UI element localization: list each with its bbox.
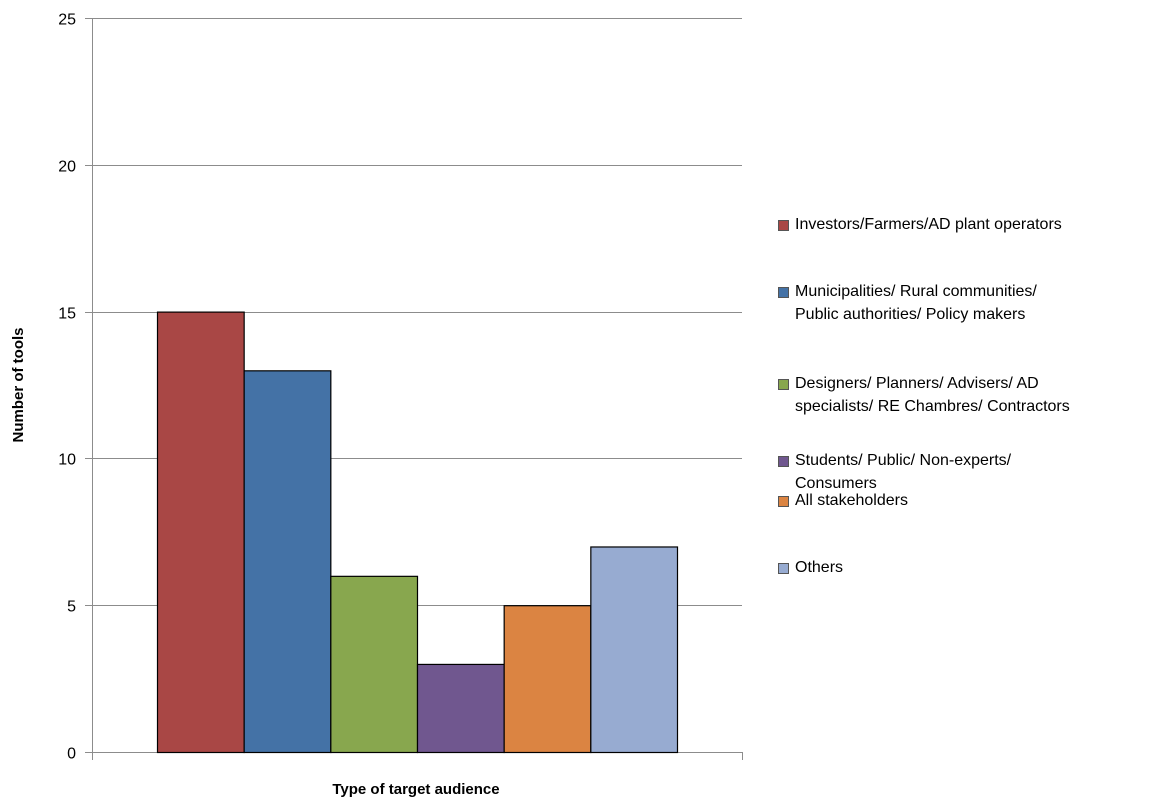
legend-label: Others: [795, 556, 1150, 579]
legend-swatch: [778, 379, 789, 390]
y-tick-label: 25: [58, 12, 76, 29]
legend-label: Municipalities/ Rural communities/Public…: [795, 280, 1150, 326]
y-tick-label: 10: [58, 452, 76, 469]
legend-swatch: [778, 456, 789, 467]
legend-label: All stakeholders: [795, 489, 1150, 512]
bar-2: [243, 370, 332, 754]
legend-label: Investors/Farmers/AD plant operators: [795, 213, 1150, 236]
legend-label: Students/ Public/ Non-experts/Consumers: [795, 449, 1150, 495]
y-tick-label: 5: [67, 599, 76, 616]
legend-label-line: All stakeholders: [795, 492, 908, 509]
legend-label-line: Investors/Farmers/AD plant operators: [795, 216, 1062, 233]
legend-label-line: Others: [795, 559, 844, 576]
legend-label-line: Consumers: [795, 475, 877, 492]
legend-item: All stakeholders: [778, 492, 1150, 512]
legend-swatch: [778, 496, 789, 507]
y-axis-title: Number of tools: [10, 328, 27, 443]
y-tick-label: 15: [58, 306, 76, 323]
x-axis-title: Type of target audience: [332, 781, 499, 798]
legend-label-line: specialists/ RE Chambres/ Contractors: [795, 398, 1070, 415]
bar-5: [503, 605, 592, 754]
bars: [156, 311, 679, 754]
y-tick-label: 20: [58, 159, 76, 176]
legend-label-line: Public authorities/ Policy makers: [795, 306, 1026, 323]
legend-item: Investors/Farmers/AD plant operators: [778, 216, 1150, 236]
legend-label-line: Students/ Public/ Non-experts/: [795, 452, 1012, 469]
legend-label-line: Municipalities/ Rural communities/: [795, 283, 1037, 300]
legend-item: Others: [778, 559, 1150, 579]
legend-item: Municipalities/ Rural communities/Public…: [778, 283, 1150, 326]
legend-item: Designers/ Planners/ Advisers/ AD special…: [778, 375, 1150, 418]
legend-swatch: [778, 220, 789, 231]
y-tick-labels: 0 5 10 15 20 25: [58, 12, 76, 763]
legend-label-line: Designers/ Planners/ Advisers/ AD: [795, 375, 1039, 392]
legend-label: Designers/ Planners/ Advisers/ AD special…: [795, 372, 1150, 418]
bar-3: [330, 575, 419, 754]
bar-1: [156, 311, 245, 754]
legend-swatch: [778, 563, 789, 574]
legend-swatch: [778, 287, 789, 298]
legend-item: Students/ Public/ Non-experts/Consumers: [778, 452, 1150, 495]
bar-4: [416, 663, 505, 754]
bar-6: [590, 546, 679, 754]
y-tick-label: 0: [67, 746, 76, 763]
